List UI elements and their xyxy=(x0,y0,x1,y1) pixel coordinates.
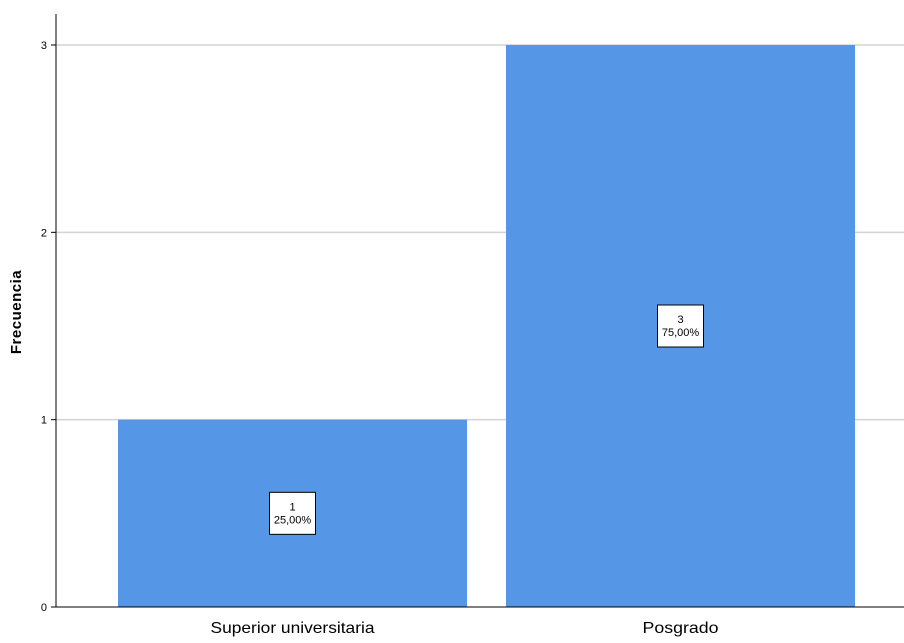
y-tick-label: 0 xyxy=(41,602,47,614)
y-tick-label: 1 xyxy=(41,415,47,427)
data-label-box xyxy=(269,491,316,535)
x-tick-labels: Superior universitaria Posgrado xyxy=(211,620,719,637)
y-tick-labels: 0 1 2 3 xyxy=(41,40,56,614)
data-label-box xyxy=(657,304,704,348)
x-tick-label: Superior universitaria xyxy=(211,620,375,637)
data-label-percent: 25,00% xyxy=(274,514,312,526)
y-axis-title: Frecuencia xyxy=(8,270,25,354)
axes xyxy=(55,14,904,608)
data-label-count: 1 xyxy=(289,501,295,513)
bars xyxy=(118,45,855,607)
data-labels: 125,00% 375,00% xyxy=(269,304,704,535)
y-tick-label: 3 xyxy=(41,40,47,52)
data-label-percent: 75,00% xyxy=(662,327,700,339)
x-tick-label: Posgrado xyxy=(643,620,719,637)
data-label-count: 3 xyxy=(677,314,683,326)
y-tick-label: 2 xyxy=(41,227,47,239)
